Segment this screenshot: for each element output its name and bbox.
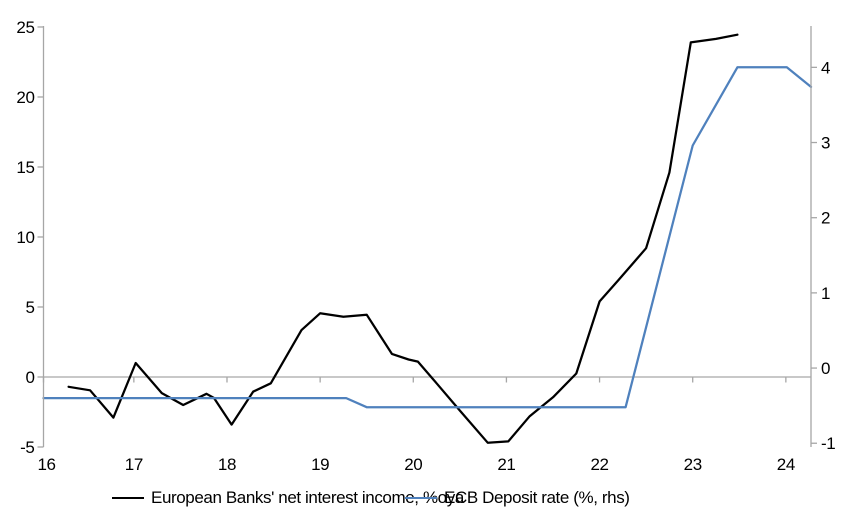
x-tick-label: 22 [591, 455, 609, 474]
x-tick-label: 17 [125, 455, 143, 474]
y-left-tick-label: -5 [20, 438, 34, 457]
y-right-tick-label: 2 [821, 209, 830, 228]
x-tick-label: 16 [37, 455, 55, 474]
x-tick-label: 20 [404, 455, 422, 474]
x-tick-label: 18 [218, 455, 236, 474]
y-left-tick-label: 5 [25, 298, 34, 317]
y-left-tick-label: 10 [16, 228, 34, 247]
y-left-tick-label: 20 [16, 88, 34, 107]
series-line-net-interest-income [67, 33, 739, 444]
y-right-tick-label: -1 [821, 434, 835, 453]
y-right-tick-label: 0 [821, 359, 830, 378]
y-right-tick-label: 4 [821, 58, 830, 77]
x-tick-label: 23 [684, 455, 702, 474]
x-tick-label: 19 [311, 455, 329, 474]
series-line-ecb-deposit-rate [42, 66, 813, 409]
x-tick-label: 24 [777, 455, 795, 474]
y-right-tick-label: 1 [821, 284, 830, 303]
y-left-tick-label: 25 [16, 18, 34, 37]
y-left-tick-label: 15 [16, 158, 34, 177]
y-left-tick-label: 0 [25, 368, 34, 387]
y-right-tick-label: 3 [821, 133, 830, 152]
x-tick-label: 21 [497, 455, 515, 474]
